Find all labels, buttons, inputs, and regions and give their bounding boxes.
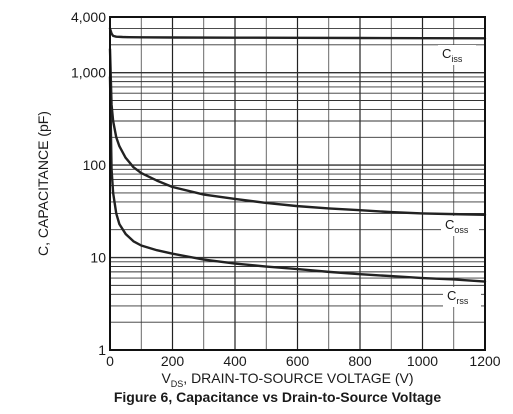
y-tick-label: 1,000 xyxy=(71,65,106,81)
y-tick-label: 4,000 xyxy=(71,9,106,25)
x-axis-title-subscript: DS xyxy=(171,379,184,389)
series-line-coss xyxy=(108,47,487,217)
x-tick-label: 400 xyxy=(223,353,247,369)
series-label-ciss: Ciss xyxy=(438,45,476,65)
y-tick-label: 1 xyxy=(98,342,106,358)
series-label-background xyxy=(438,45,476,65)
series-label-text: Coss xyxy=(445,217,469,235)
x-axis-title-rest: , DRAIN-TO-SOURCE VOLTAGE (V) xyxy=(183,370,413,386)
y-tick-label: 10 xyxy=(90,250,106,266)
plot-frame xyxy=(109,16,486,351)
series-label-subscript: rss xyxy=(456,296,468,306)
series-label-coss: Coss xyxy=(441,216,479,236)
series-line-ciss xyxy=(108,27,487,40)
x-tick-label: 0 xyxy=(106,353,114,369)
series-label-background xyxy=(441,216,479,236)
x-tick-label: 600 xyxy=(286,353,310,369)
series-label-background xyxy=(443,287,481,307)
series-label-text: Crss xyxy=(447,288,469,306)
figure-caption: Figure 6, Capacitance vs Drain-to-Source… xyxy=(114,389,441,405)
series-label-main: C xyxy=(447,288,456,303)
series-label-main: C xyxy=(442,46,451,61)
series-label-subscript: iss xyxy=(451,54,462,64)
x-tick-label: 200 xyxy=(161,353,185,369)
y-axis-title: C, CAPACITANCE (pF) xyxy=(35,111,51,256)
x-axis-title-main: V xyxy=(161,370,171,386)
series-label-main: C xyxy=(445,217,454,232)
y-tick-label: 100 xyxy=(83,157,107,173)
x-tick-label: 1000 xyxy=(407,353,438,369)
curves xyxy=(108,27,487,283)
x-tick-label: 1200 xyxy=(469,353,500,369)
tick-labels: 0 200 400 600 800 1000 1200 1 10 100 1,000 4,000 xyxy=(71,9,501,369)
series-line-crss xyxy=(108,75,487,283)
x-tick-label: 800 xyxy=(348,353,372,369)
series-label-crss: Crss xyxy=(443,287,481,307)
series-label-subscript: oss xyxy=(454,225,469,235)
x-axis-title: VDS, DRAIN-TO-SOURCE VOLTAGE (V) xyxy=(161,370,413,389)
series-label-text: Ciss xyxy=(442,46,463,64)
